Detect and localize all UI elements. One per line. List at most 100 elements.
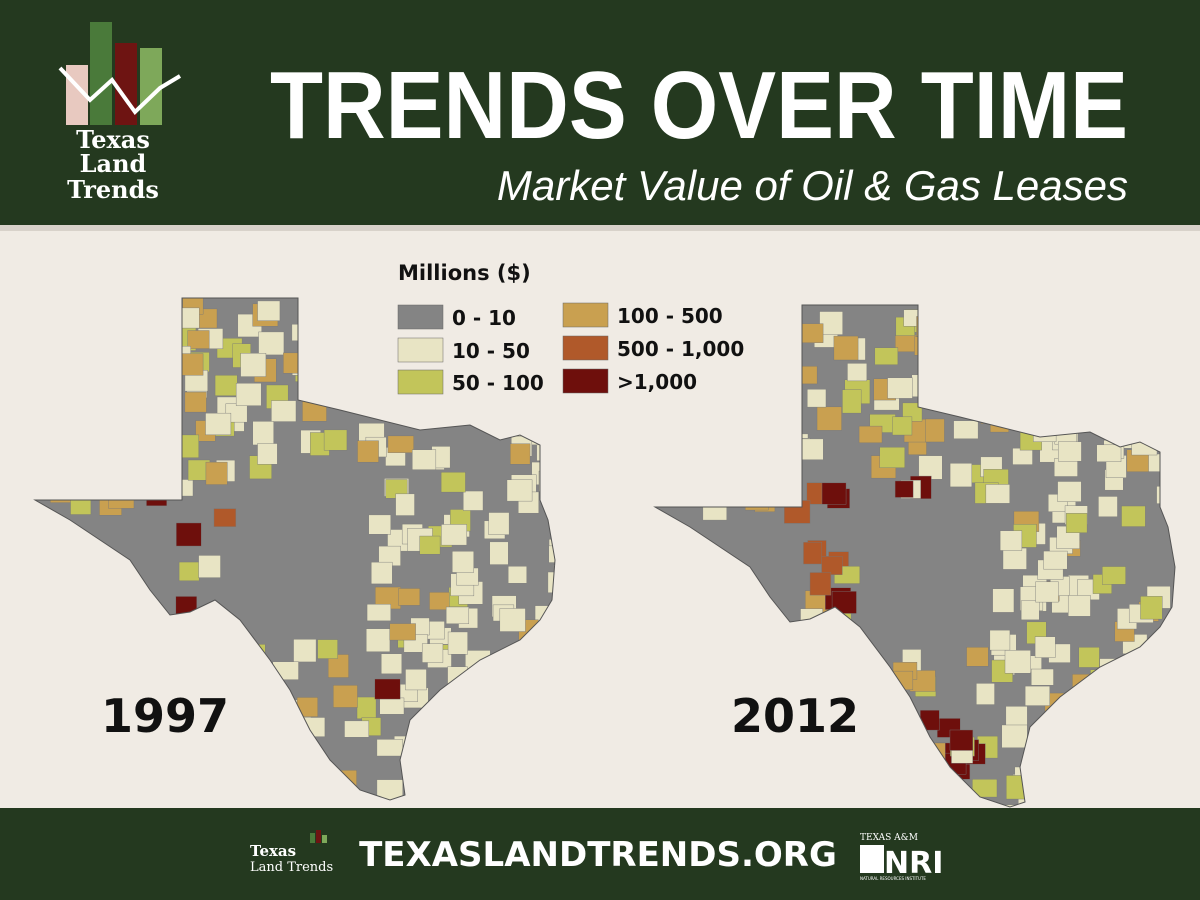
county xyxy=(528,679,550,702)
county xyxy=(344,720,370,738)
county xyxy=(983,379,1003,398)
county xyxy=(176,522,202,547)
county xyxy=(1104,770,1127,795)
county xyxy=(979,313,1005,337)
header-bg xyxy=(0,0,1200,225)
county xyxy=(911,374,933,397)
county xyxy=(831,591,857,614)
county xyxy=(330,391,351,409)
county xyxy=(776,454,801,472)
county xyxy=(1096,444,1122,462)
county xyxy=(506,479,533,502)
county xyxy=(1064,343,1084,369)
county xyxy=(809,572,832,596)
county xyxy=(1062,728,1083,746)
county xyxy=(300,337,327,358)
county xyxy=(133,432,154,453)
county xyxy=(283,352,304,374)
county xyxy=(1141,402,1165,419)
county xyxy=(1037,413,1060,435)
county xyxy=(1012,447,1033,465)
county xyxy=(887,377,913,399)
county xyxy=(535,416,555,435)
county xyxy=(293,639,317,663)
footer-url[interactable]: TEXASLANDTRENDS.ORG xyxy=(359,835,837,875)
partner: NRI xyxy=(884,846,943,881)
county xyxy=(313,372,336,396)
logo-text: Land xyxy=(80,149,147,178)
county xyxy=(511,395,531,419)
county xyxy=(1133,369,1158,388)
county xyxy=(764,458,787,483)
county xyxy=(205,461,228,485)
county xyxy=(668,393,694,415)
county xyxy=(918,379,944,404)
county xyxy=(953,420,979,439)
county xyxy=(214,375,238,396)
county xyxy=(803,542,823,565)
county xyxy=(887,670,914,690)
county xyxy=(801,438,824,460)
county xyxy=(419,535,441,555)
county xyxy=(96,425,120,443)
county xyxy=(703,397,729,422)
county xyxy=(234,698,260,717)
legend-title: Millions ($) xyxy=(398,261,531,285)
county xyxy=(1065,513,1088,533)
county xyxy=(821,556,843,575)
county xyxy=(327,654,349,678)
county xyxy=(1115,385,1138,407)
footer-logo: Texas xyxy=(250,842,296,860)
county xyxy=(387,435,414,453)
county xyxy=(1005,706,1028,727)
county xyxy=(1149,707,1172,729)
county xyxy=(1040,764,1064,786)
county xyxy=(412,449,437,470)
county xyxy=(357,440,379,463)
county xyxy=(874,347,899,365)
county xyxy=(488,512,510,535)
legend-label: 0 - 10 xyxy=(452,306,516,330)
county xyxy=(187,330,210,349)
header-shadow xyxy=(0,225,1200,231)
county xyxy=(1169,702,1175,721)
county xyxy=(942,373,962,398)
county xyxy=(860,699,881,719)
county xyxy=(688,464,715,484)
county xyxy=(258,331,285,356)
county xyxy=(1092,334,1118,358)
county xyxy=(496,703,517,727)
county xyxy=(1034,636,1056,658)
county xyxy=(190,776,215,800)
county xyxy=(302,399,327,422)
county xyxy=(161,323,183,348)
county xyxy=(765,432,791,453)
county xyxy=(492,658,517,681)
county xyxy=(1098,496,1118,517)
county xyxy=(49,328,72,352)
county xyxy=(1069,720,1091,741)
county xyxy=(1069,336,1095,355)
county xyxy=(702,502,727,521)
county xyxy=(71,379,95,399)
county xyxy=(550,770,555,792)
county xyxy=(543,387,555,406)
county xyxy=(553,564,555,587)
county xyxy=(949,729,974,751)
county xyxy=(1147,316,1172,337)
county xyxy=(76,298,102,318)
county xyxy=(1078,647,1100,668)
county xyxy=(943,787,965,807)
county xyxy=(1058,408,1082,426)
county xyxy=(295,365,318,382)
county xyxy=(84,397,111,420)
county xyxy=(323,429,348,451)
county xyxy=(999,530,1023,551)
county xyxy=(440,471,466,493)
county xyxy=(256,778,276,796)
county xyxy=(1142,742,1165,760)
county xyxy=(1003,313,1026,333)
county xyxy=(241,711,264,730)
county xyxy=(1027,394,1051,413)
county xyxy=(945,341,970,366)
